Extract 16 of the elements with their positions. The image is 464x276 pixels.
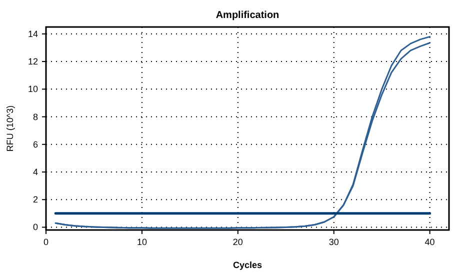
y-tick-label: 2 (32, 194, 38, 205)
y-tick-label: 12 (28, 56, 38, 67)
y-tick-label: 10 (28, 84, 38, 94)
y-tick-label: 0 (32, 222, 38, 232)
y-tick-label: 6 (32, 139, 38, 150)
y-tick-label: 14 (28, 28, 38, 39)
y-axis-title: RFU (10^3) (5, 105, 15, 152)
x-tick-label: 20 (232, 237, 243, 247)
y-tick-label: 8 (32, 112, 38, 122)
x-axis-title: Cycles (232, 260, 262, 270)
x-tick-label: 10 (136, 237, 147, 247)
y-tick-label: 4 (32, 167, 38, 177)
x-tick-label: 40 (424, 237, 435, 247)
x-tick-label: 30 (328, 237, 339, 247)
chart-title: Amplification (216, 10, 280, 21)
x-tick-label: 0 (43, 237, 49, 247)
